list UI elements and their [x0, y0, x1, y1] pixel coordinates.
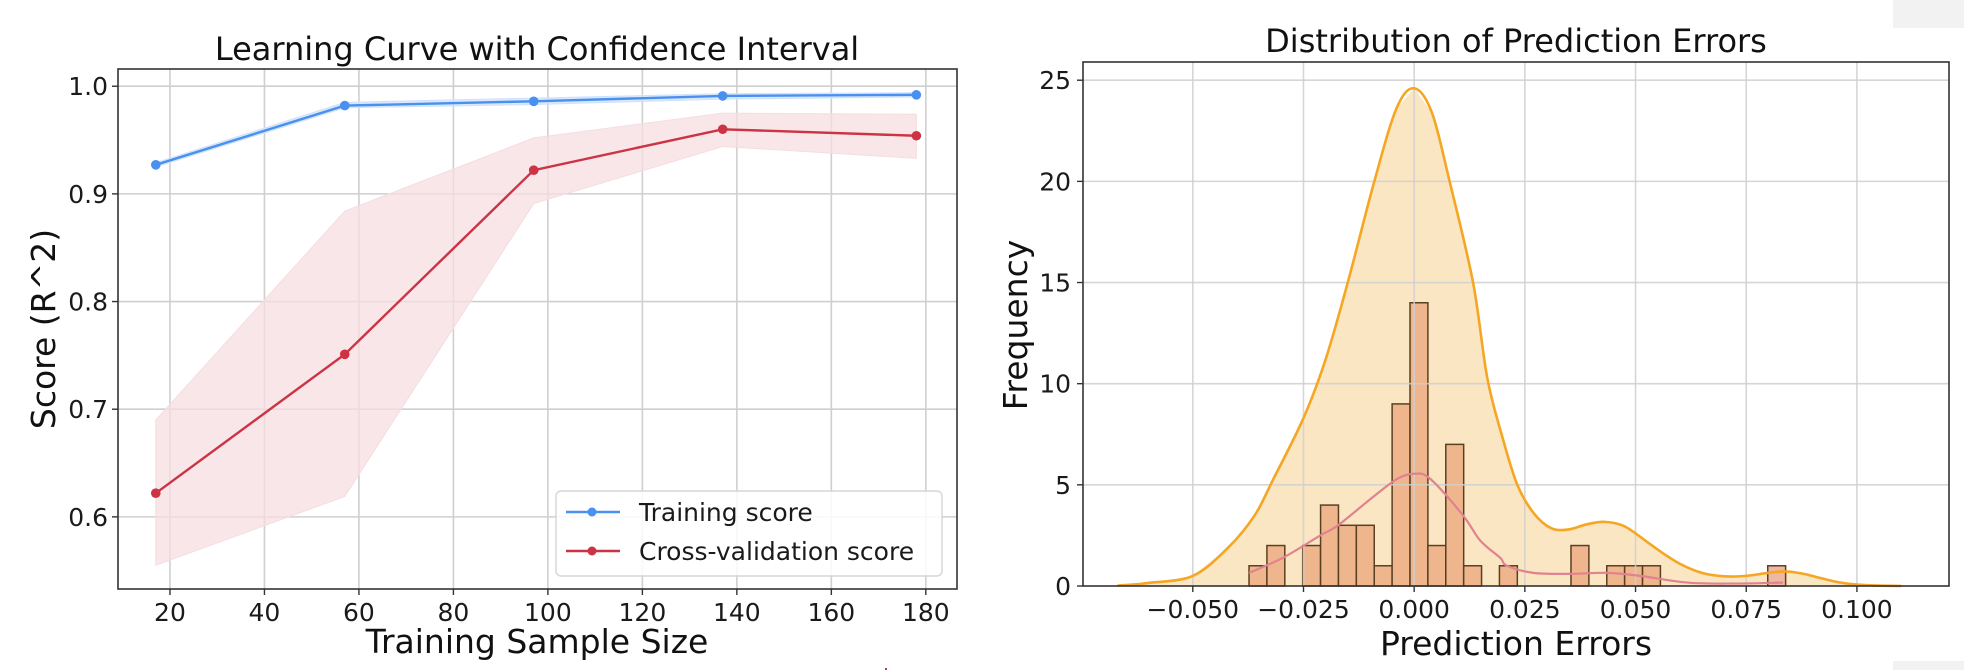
histogram-bar: [1355, 524, 1375, 587]
right-x-tick-label: −0.025: [1257, 595, 1350, 624]
left-chart-title: Learning Curve with Confidence Interval: [215, 30, 859, 68]
legend-cv-label: Cross-validation score: [639, 537, 914, 566]
left-y-axis-label: Score (R^2): [24, 229, 63, 429]
histogram-bar: [1427, 544, 1447, 587]
histogram-bar: [1337, 524, 1358, 587]
legend: Training score Cross-validation score: [555, 490, 943, 577]
histogram-bar: [1301, 544, 1322, 587]
left-x-tick-label: 100: [524, 598, 572, 627]
left-y-tick-label: 1.0: [68, 72, 108, 101]
right-axes-frame: [1082, 61, 1950, 587]
legend-box: [555, 490, 943, 577]
histogram-bar: [1462, 565, 1483, 587]
right-x-tick-label: 0.000: [1378, 595, 1450, 624]
histogram-bar: [1570, 544, 1590, 587]
left-y-tick-label: 0.7: [68, 395, 108, 424]
kde-outer-line: [1117, 86, 1902, 588]
kde-inner-line: [1248, 472, 1783, 585]
left-x-tick-label: 80: [438, 598, 470, 627]
cv-score-point: [150, 488, 161, 498]
histogram-bar: [1373, 565, 1393, 587]
corner-panel-bottom: [1893, 661, 1964, 670]
left-series-points: [150, 90, 922, 498]
left-y-tick-label: 0.9: [68, 180, 108, 209]
right-x-tick-label: 0.075: [1710, 595, 1782, 624]
left-x-tick-label: 140: [713, 598, 761, 627]
training-score-point: [339, 100, 350, 111]
legend-cv-marker: [587, 546, 597, 556]
error-distribution-chart: −0.050 −0.025 0.000 0.025 0.050 0.075 0.100 0 5…: [996, 22, 1950, 663]
left-x-tick-label: 40: [249, 598, 281, 627]
right-y-tick-label: 15: [1039, 269, 1071, 298]
left-x-axis-label: Training Sample Size: [365, 622, 709, 661]
right-x-tick-label: −0.050: [1147, 595, 1240, 624]
right-y-tick-label: 10: [1039, 370, 1071, 399]
corner-panel-top: [1893, 0, 1964, 28]
stray-mark: [885, 668, 887, 670]
right-chart-title: Distribution of Prediction Errors: [1265, 22, 1767, 60]
right-x-tick-label: 0.100: [1821, 595, 1893, 624]
right-x-tick-label: 0.050: [1600, 595, 1672, 624]
cv-confidence-band: [155, 112, 917, 567]
cv-score-point: [339, 349, 350, 360]
histogram-bar: [1266, 544, 1286, 587]
right-x-tick-label: 0.025: [1489, 595, 1561, 624]
left-x-tick-label: 20: [154, 598, 186, 627]
histogram-bar: [1391, 403, 1411, 587]
left-x-tick-label: 160: [807, 598, 855, 627]
legend-training-marker: [587, 507, 597, 517]
training-score-point: [528, 96, 539, 107]
histogram-bar: [1445, 443, 1465, 587]
right-y-tick-label: 0: [1055, 572, 1071, 601]
training-score-point: [911, 90, 922, 100]
learning-curve-chart: 20 40 60 80 100 120 140 160 180 0.60.70.80.91.0 …: [24, 30, 958, 661]
left-y-tick-label: 0.6: [68, 503, 108, 532]
cv-score-point: [528, 165, 539, 176]
histogram-bar: [1409, 302, 1429, 587]
left-x-tick-label: 120: [619, 598, 667, 627]
right-y-ticks: 0 5 10 15 20 25: [1039, 66, 1083, 601]
training-score-point: [150, 160, 161, 170]
training-score-point: [717, 91, 728, 101]
histogram-bar: [1319, 504, 1340, 587]
left-x-tick-label: 60: [343, 598, 375, 627]
right-x-axis-label: Prediction Errors: [1380, 624, 1652, 663]
legend-training-label: Training score: [638, 498, 813, 527]
right-y-tick-label: 20: [1039, 167, 1071, 196]
right-y-axis-label: Frequency: [996, 240, 1035, 410]
left-axes-frame: [117, 68, 958, 590]
left-x-tick-label: 180: [902, 598, 950, 627]
right-x-ticks: −0.050 −0.025 0.000 0.025 0.050 0.075 0.100: [1147, 586, 1893, 624]
left-y-tick-label: 0.8: [68, 288, 108, 317]
cv-score-point: [911, 130, 922, 141]
left-x-ticks: 20 40 60 80 100 120 140 160 180: [154, 589, 950, 627]
kde-outer-fill: [1117, 88, 1902, 587]
left-y-ticks: 0.6 0.7 0.8 0.9 1.0: [68, 72, 118, 532]
cv-score-point: [717, 124, 728, 135]
right-y-tick-label: 25: [1039, 66, 1071, 95]
histogram-bar: [1606, 565, 1626, 587]
right-y-tick-label: 5: [1055, 471, 1071, 500]
